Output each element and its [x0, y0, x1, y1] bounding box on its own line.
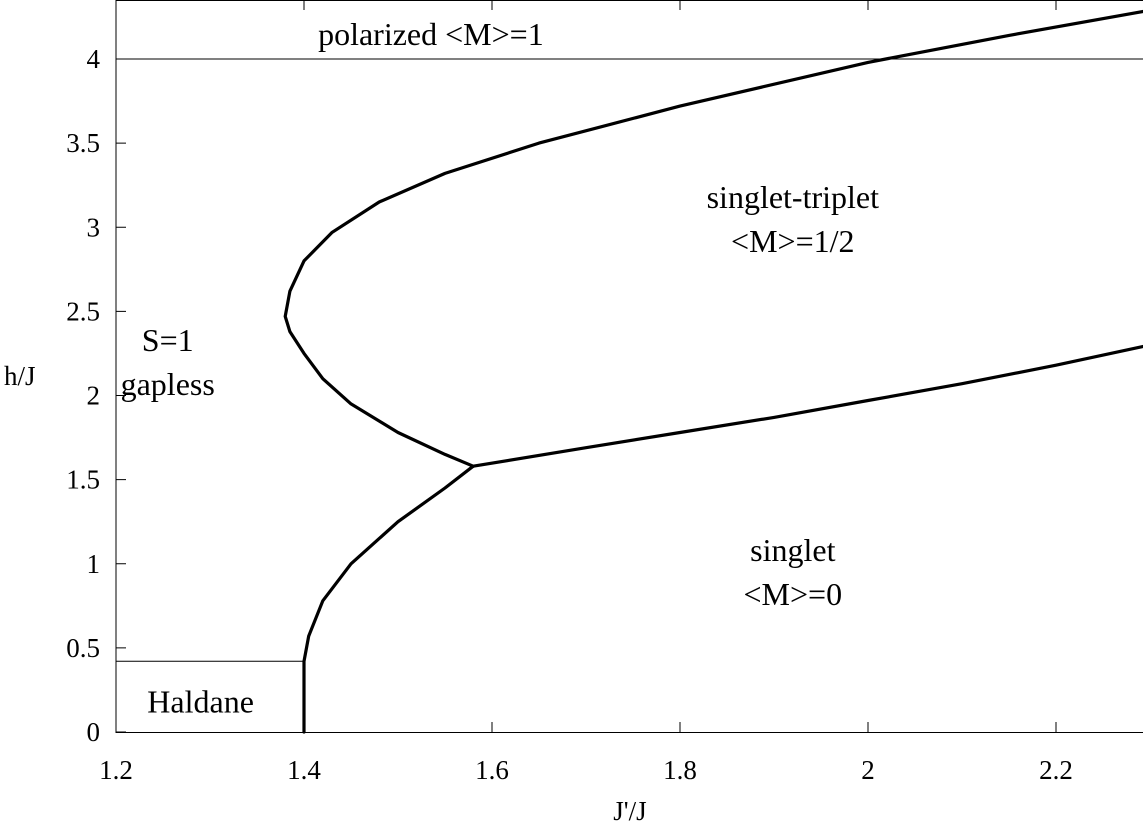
x-tick-label: 2 — [861, 755, 875, 785]
y-axis-label: h/J — [4, 361, 36, 391]
y-tick-label: 4 — [87, 44, 101, 74]
x-tick-label: 2.2 — [1039, 755, 1073, 785]
region-label-3-line-1: <M>=0 — [744, 576, 843, 612]
region-labels: polarized <M>=1 singlet-triplet <M>=1/2 S=1… — [121, 16, 880, 720]
plot-frame — [115, 0, 1143, 733]
x-axis-label: J'/J — [613, 796, 646, 826]
y-axis-ticks: 0 0.5 1 1.5 2 2.5 3 3.5 4 — [66, 44, 126, 747]
region-label-2-line-0: S=1 — [142, 322, 194, 358]
y-tick-label: 2 — [87, 381, 101, 411]
region-label-1-line-1: <M>=1/2 — [731, 223, 854, 259]
x-tick-label: 1.2 — [99, 755, 133, 785]
x-tick-label: 1.4 — [287, 755, 321, 785]
region-label-0-line-0: polarized <M>=1 — [318, 16, 544, 52]
x-axis-ticks: 1.2 1.4 1.6 1.8 2 2.2 — [99, 0, 1073, 785]
region-label-4-line-0: Haldane — [147, 684, 254, 720]
region-label-1-line-0: singlet-triplet — [707, 179, 880, 215]
y-tick-label: 2.5 — [66, 296, 100, 326]
y-tick-label: 0.5 — [66, 633, 100, 663]
y-tick-label: 3.5 — [66, 128, 100, 158]
series-line-2 — [283, 9, 1143, 468]
region-label-3-line-0: singlet — [750, 532, 835, 568]
phase-boundaries — [116, 9, 1143, 734]
x-tick-label: 1.8 — [663, 755, 697, 785]
series-line-4 — [302, 464, 475, 734]
region-label-2-line-1: gapless — [121, 366, 215, 402]
series-line-3 — [471, 344, 1143, 468]
x-tick-label: 1.6 — [475, 755, 509, 785]
y-tick-label: 3 — [87, 212, 101, 242]
y-tick-label: 1.5 — [66, 465, 100, 495]
y-tick-label: 1 — [87, 549, 101, 579]
y-tick-label: 0 — [87, 717, 101, 747]
